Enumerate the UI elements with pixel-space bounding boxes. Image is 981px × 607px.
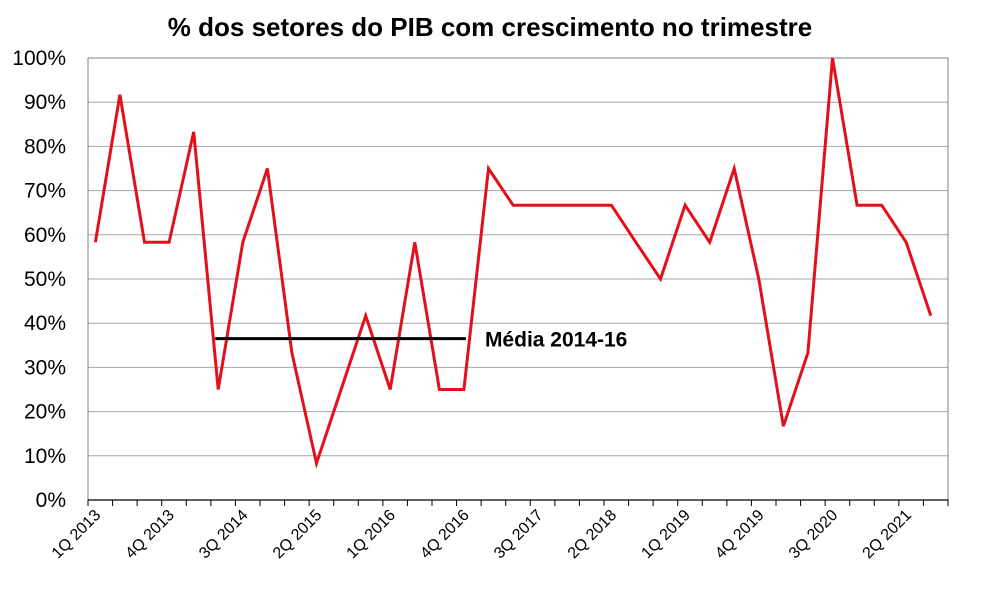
y-axis-ticks: 0% 10% 20% 30% 40% 50% 60% 70% 80% 90% 100%: [12, 47, 66, 512]
x-tick-label: 4Q 2013: [122, 507, 177, 562]
x-tick-label: 3Q 2017: [491, 507, 546, 562]
x-tick-label: 3Q 2014: [196, 507, 251, 562]
chart-title: % dos setores do PIB com crescimento no …: [168, 12, 812, 42]
y-tick-label: 80%: [24, 135, 66, 158]
series-group: [93, 57, 933, 469]
x-tick-label: 1Q 2016: [344, 507, 399, 562]
x-tick-label: 4Q 2016: [417, 507, 472, 562]
y-tick-label: 70%: [24, 180, 66, 203]
y-tick-label: 0%: [36, 489, 66, 512]
y-tick-label: 10%: [24, 445, 66, 468]
y-tick-label: 50%: [24, 268, 66, 291]
average-annotation: Média 2014-16: [215, 329, 627, 352]
x-tick-label: 1Q 2013: [49, 507, 104, 562]
x-tick-label: 2Q 2021: [860, 507, 915, 562]
x-tick-label: 3Q 2020: [786, 507, 841, 562]
x-tick-label: 4Q 2019: [712, 507, 767, 562]
y-tick-label: 30%: [24, 356, 66, 379]
y-tick-label: 90%: [24, 91, 66, 114]
y-tick-label: 40%: [24, 312, 66, 335]
x-tick-label: 2Q 2018: [565, 507, 620, 562]
x-tick-label: 1Q 2019: [638, 507, 693, 562]
gridlines: [88, 57, 948, 457]
y-tick-label: 60%: [24, 224, 66, 247]
y-tick-label: 20%: [24, 401, 66, 424]
series-line: [93, 57, 933, 469]
x-tick-label: 2Q 2015: [270, 507, 325, 562]
average-label: Média 2014-16: [485, 329, 627, 352]
y-tick-label: 100%: [12, 47, 66, 70]
x-axis-ticks: 1Q 2013 4Q 2013 3Q 2014 2Q 2015 1Q 2016 4Q 20…: [49, 499, 949, 562]
